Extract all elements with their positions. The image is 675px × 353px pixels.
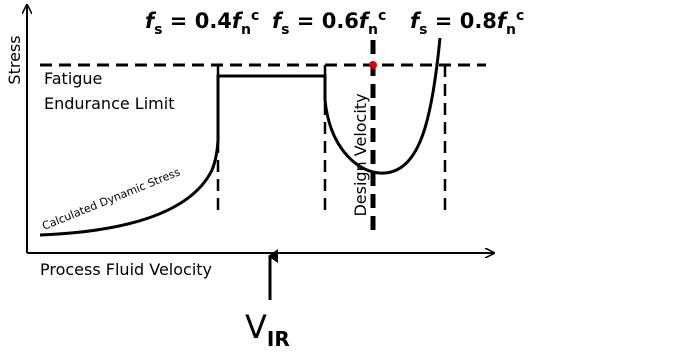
formula-part: f [359, 9, 371, 33]
frequency-label: fs = 0.4fnc [145, 8, 259, 38]
limit-label: Fatigue [44, 69, 102, 88]
vir-label: VIR [245, 308, 290, 351]
formula-part: c [516, 8, 524, 24]
limit-label: Endurance Limit [44, 94, 174, 113]
formula-part: = 0.6 [289, 9, 358, 33]
formula-part: s [419, 22, 427, 38]
design-point [369, 61, 377, 69]
formula-part: s [154, 22, 162, 38]
vir-v: V [245, 308, 267, 346]
formula-part: n [368, 22, 378, 38]
formula-part: f [272, 9, 284, 33]
formula-part: f [145, 9, 157, 33]
formula-part: n [506, 22, 516, 38]
frequency-label: fs = 0.8fnc [410, 8, 524, 38]
vir-sub: IR [267, 327, 290, 351]
formula-part: f [497, 9, 509, 33]
curve-label: Calculated Dynamic Stress [40, 165, 182, 232]
design-label: Design Velocity [351, 93, 370, 216]
formula-part: f [232, 9, 244, 33]
formula-part: f [410, 9, 422, 33]
x-label: Process Fluid Velocity [40, 260, 212, 279]
y-label: Stress [5, 35, 24, 84]
formula-part: = 0.4 [162, 9, 231, 33]
formula-part: = 0.8 [427, 9, 496, 33]
formula-part: c [251, 8, 259, 24]
frequency-label: fs = 0.6fnc [272, 8, 386, 38]
formula-part: c [378, 8, 386, 24]
formula-part: n [241, 22, 251, 38]
stress-curve [39, 37, 442, 237]
formula-part: s [281, 22, 289, 38]
